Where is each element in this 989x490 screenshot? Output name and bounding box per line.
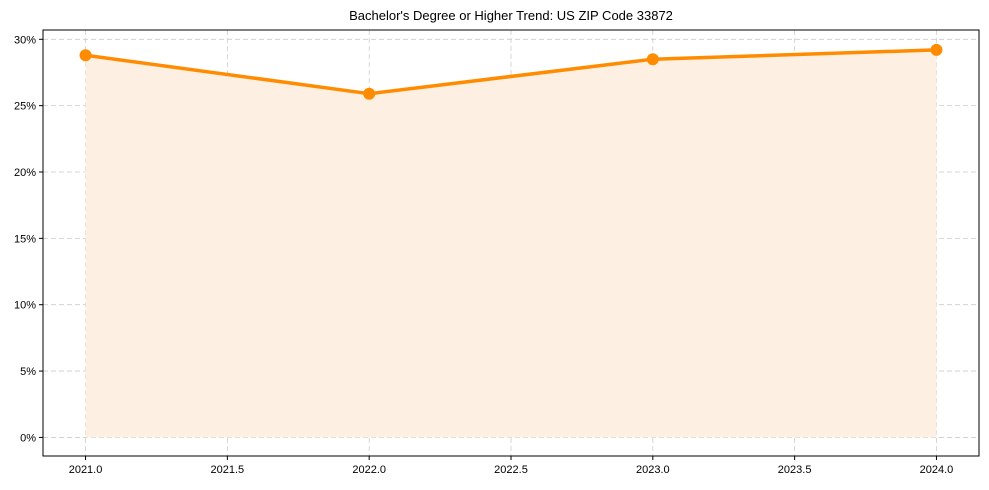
y-tick-label: 5% — [20, 366, 36, 378]
data-line — [85, 48, 937, 96]
area-fill — [85, 49, 937, 438]
chart-title: Bachelor's Degree or Higher Trend: US ZI… — [349, 8, 673, 23]
x-tick-label: 2023.5 — [778, 464, 812, 476]
y-axis: 0% 5% 10% 15% 20% 25% 30% — [14, 34, 43, 444]
x-tick-label: 2021.5 — [211, 464, 245, 476]
y-tick-label: 30% — [14, 34, 36, 46]
x-tick-label: 2022.5 — [494, 464, 528, 476]
y-tick-label: 15% — [14, 233, 36, 245]
x-tick-label: 2024.0 — [920, 464, 954, 476]
x-tick-label: 2021.0 — [69, 464, 103, 476]
y-tick-label: 0% — [20, 432, 36, 444]
data-point — [79, 49, 92, 62]
data-points — [79, 43, 943, 100]
x-tick-label: 2022.0 — [352, 464, 386, 476]
data-point — [363, 87, 376, 100]
x-axis: 2021.0 2021.5 2022.0 2022.5 2023.0 2023.5 2024… — [69, 456, 954, 476]
data-point — [646, 53, 659, 66]
data-point — [930, 43, 943, 56]
y-tick-label: 20% — [14, 167, 36, 179]
x-tick-label: 2023.0 — [636, 464, 670, 476]
y-tick-label: 10% — [14, 300, 36, 312]
y-tick-label: 25% — [14, 101, 36, 113]
